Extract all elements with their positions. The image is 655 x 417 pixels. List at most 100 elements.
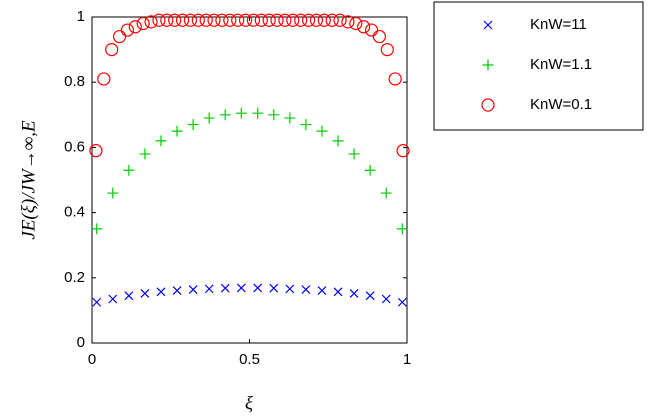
marker xyxy=(301,285,311,294)
marker xyxy=(124,291,134,301)
marker xyxy=(278,13,292,27)
marker xyxy=(300,119,312,131)
x-tick-label: 0 xyxy=(88,351,96,368)
marker xyxy=(262,13,276,27)
legend-label: KnW=1.1 xyxy=(530,56,592,73)
marker xyxy=(397,297,407,307)
marker xyxy=(254,13,268,27)
marker xyxy=(294,13,308,27)
marker xyxy=(191,13,205,27)
marker xyxy=(253,283,263,293)
marker xyxy=(108,294,118,304)
marker xyxy=(236,283,246,293)
marker xyxy=(396,223,408,235)
marker xyxy=(105,42,119,57)
marker xyxy=(284,112,296,124)
marker xyxy=(207,13,221,27)
legend-label: KnW=0.1 xyxy=(530,96,592,113)
marker xyxy=(123,164,135,176)
marker xyxy=(364,23,379,37)
marker xyxy=(252,107,264,119)
marker xyxy=(139,148,151,160)
marker xyxy=(388,72,402,86)
marker xyxy=(97,72,111,86)
marker xyxy=(172,286,182,295)
marker xyxy=(238,13,253,27)
legend-marker xyxy=(481,98,495,112)
marker xyxy=(223,13,237,27)
marker xyxy=(333,13,347,27)
legend-box xyxy=(433,1,644,131)
marker xyxy=(136,16,150,31)
x-axis-label: ξ xyxy=(245,393,254,414)
marker xyxy=(155,135,167,147)
marker xyxy=(316,125,328,137)
marker xyxy=(156,287,166,297)
marker xyxy=(286,13,300,27)
x-tick-label: 1 xyxy=(403,351,411,368)
marker xyxy=(246,13,261,27)
plot-frame xyxy=(91,16,408,344)
marker xyxy=(199,13,213,27)
marker xyxy=(349,289,359,298)
marker xyxy=(357,20,371,34)
marker xyxy=(89,144,103,158)
marker xyxy=(215,13,229,27)
marker xyxy=(380,42,394,57)
marker xyxy=(364,164,376,176)
marker xyxy=(219,109,231,121)
marker xyxy=(120,23,135,37)
marker xyxy=(381,294,391,304)
marker xyxy=(160,13,174,27)
y-tick-label: 0.8 xyxy=(64,73,85,90)
marker xyxy=(301,13,316,27)
legend-label: KnW=11 xyxy=(530,16,587,33)
marker xyxy=(188,285,198,294)
marker xyxy=(235,107,247,119)
marker xyxy=(372,29,387,44)
marker xyxy=(152,13,166,27)
marker xyxy=(317,13,331,27)
marker xyxy=(396,144,410,158)
marker xyxy=(220,283,230,293)
marker xyxy=(269,283,279,293)
marker xyxy=(268,109,280,121)
marker xyxy=(187,119,199,131)
marker xyxy=(349,16,363,31)
y-tick-label: 1 xyxy=(77,8,85,25)
marker xyxy=(204,284,214,294)
y-tick-label: 0 xyxy=(77,334,85,351)
marker xyxy=(270,13,284,27)
marker xyxy=(333,287,343,297)
marker xyxy=(140,289,150,298)
marker xyxy=(168,13,182,27)
marker xyxy=(107,187,119,199)
marker xyxy=(285,284,295,294)
marker xyxy=(309,13,324,27)
marker xyxy=(231,13,245,27)
y-axis-label: JE(ξ)/JW→∞,E xyxy=(18,120,39,240)
marker xyxy=(171,125,183,137)
marker xyxy=(341,15,355,29)
x-tick-label: 0.5 xyxy=(239,351,260,368)
marker xyxy=(183,13,198,27)
legend-marker xyxy=(482,59,494,71)
y-tick-label: 0.6 xyxy=(64,138,85,155)
legend-marker xyxy=(483,20,493,30)
y-tick-label: 0.2 xyxy=(64,269,85,286)
marker xyxy=(112,29,127,44)
marker xyxy=(317,286,327,295)
marker xyxy=(348,148,360,160)
marker xyxy=(365,291,375,301)
marker xyxy=(92,297,102,307)
marker xyxy=(128,20,142,34)
marker xyxy=(91,223,103,235)
marker xyxy=(175,13,190,27)
marker xyxy=(332,135,344,147)
y-tick-label: 0.4 xyxy=(64,204,85,221)
marker xyxy=(203,112,215,124)
marker xyxy=(144,15,158,29)
marker xyxy=(325,13,339,27)
marker xyxy=(380,187,392,199)
